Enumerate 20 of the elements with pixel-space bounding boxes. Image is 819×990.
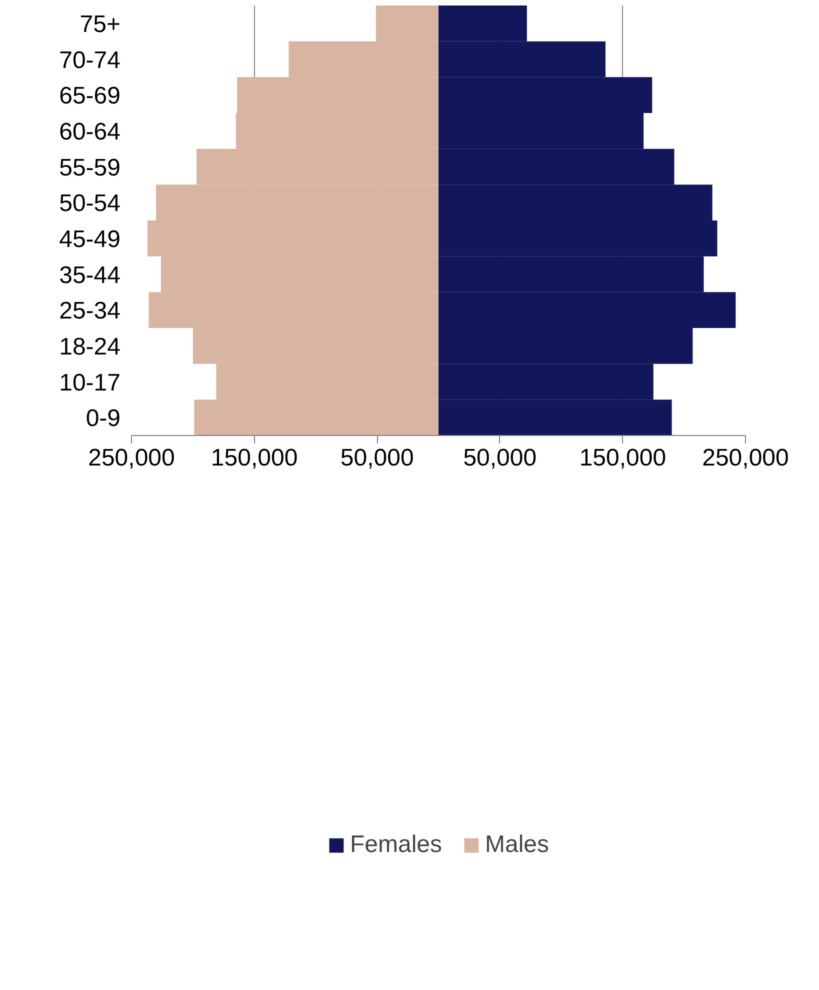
x-tick-label: 150,000 bbox=[210, 444, 298, 472]
y-tick-label: 55-59 bbox=[59, 154, 121, 182]
y-tick-label: 0-9 bbox=[86, 405, 120, 432]
y-tick-label: 45-49 bbox=[59, 226, 121, 253]
y-tick-label: 70-74 bbox=[59, 46, 121, 74]
legend-label: Males bbox=[485, 831, 550, 859]
x-tick-label: 250,000 bbox=[702, 444, 789, 472]
y-tick-label: 65-69 bbox=[59, 82, 121, 110]
y-tick-label: 18-24 bbox=[59, 333, 121, 360]
x-tick-label: 250,000 bbox=[88, 444, 175, 472]
x-tick-label: 50,000 bbox=[463, 444, 537, 472]
y-tick-label: 60-64 bbox=[59, 118, 121, 146]
x-tick-label: 50,000 bbox=[340, 444, 414, 472]
y-tick-label: 25-34 bbox=[59, 298, 121, 325]
x-tick-label: 150,000 bbox=[579, 444, 666, 472]
legend-label: Females bbox=[350, 831, 442, 859]
y-tick-label: 75+ bbox=[80, 10, 121, 38]
y-tick-label: 10-17 bbox=[59, 369, 121, 396]
y-tick-label: 50-54 bbox=[59, 190, 121, 218]
y-tick-label: 35-44 bbox=[59, 262, 121, 289]
